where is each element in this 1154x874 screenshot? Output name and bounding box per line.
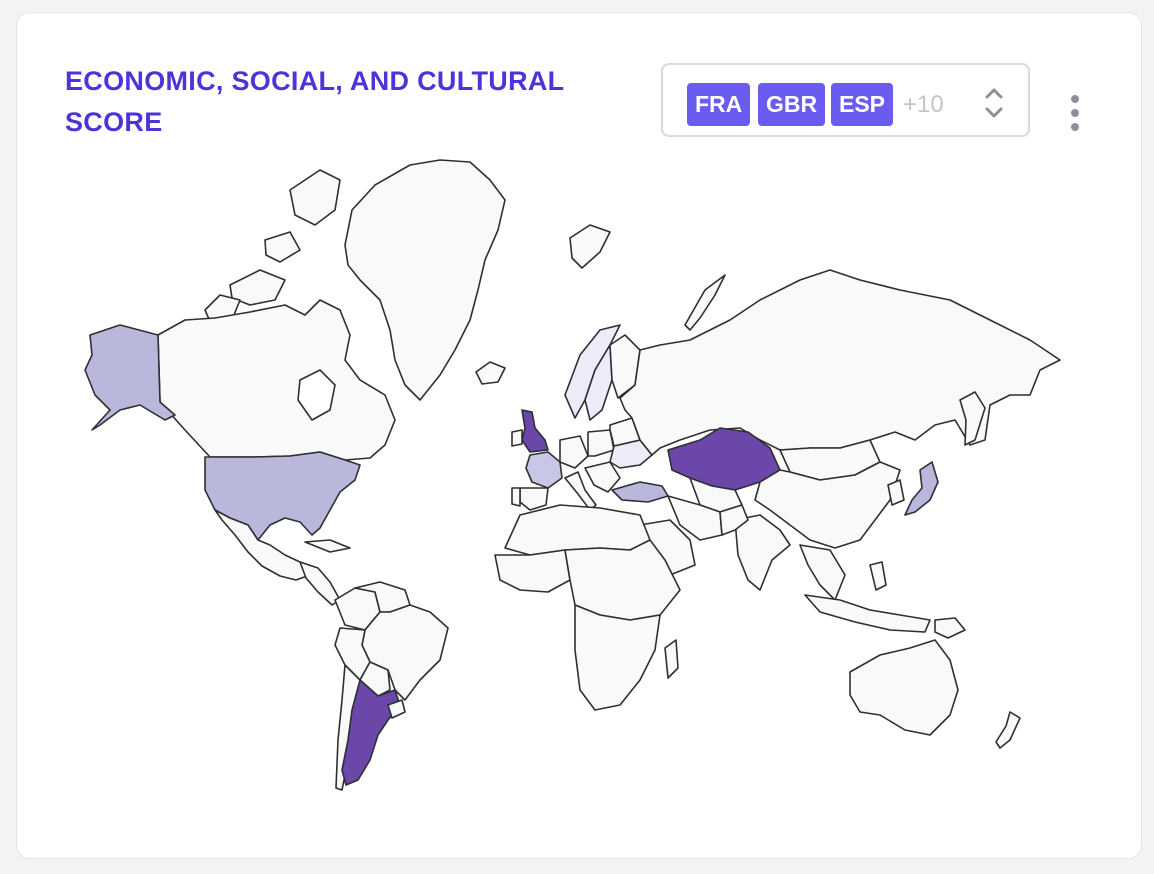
country-southeast-asia[interactable] xyxy=(799,544,846,601)
country-central-africa[interactable] xyxy=(564,539,681,621)
country-canada-islands[interactable] xyxy=(289,169,341,226)
country-balkans[interactable] xyxy=(584,461,621,493)
selected-country-chip[interactable]: GBR xyxy=(758,83,826,126)
country-new-zealand[interactable] xyxy=(995,711,1021,749)
country-portugal[interactable] xyxy=(511,487,521,507)
country-north-africa[interactable] xyxy=(504,504,651,556)
vertical-dots-icon[interactable] xyxy=(1063,93,1087,133)
country-korea[interactable] xyxy=(887,479,905,506)
country-russia-islands[interactable] xyxy=(684,274,726,331)
hudson-bay xyxy=(297,369,336,421)
country-afghanistan[interactable] xyxy=(719,504,749,536)
country-belarus[interactable] xyxy=(609,417,641,447)
country-papua-new-guinea[interactable] xyxy=(934,617,966,639)
country-alaska[interactable] xyxy=(84,324,176,431)
country-russia-east[interactable] xyxy=(959,391,986,446)
country-west-africa[interactable] xyxy=(494,549,571,593)
country-china[interactable] xyxy=(754,461,901,549)
country-southern-africa[interactable] xyxy=(574,604,661,711)
country-united-kingdom[interactable] xyxy=(521,409,549,453)
country-indonesia[interactable] xyxy=(804,594,931,633)
country-cuba[interactable] xyxy=(304,539,351,553)
country-poland[interactable] xyxy=(587,429,615,457)
country-argentina[interactable] xyxy=(341,679,401,786)
chevron-up-down-icon[interactable] xyxy=(983,83,1005,123)
country-france[interactable] xyxy=(525,451,563,489)
country-india[interactable] xyxy=(734,514,791,591)
country-japan[interactable] xyxy=(904,461,939,516)
country-madagascar[interactable] xyxy=(664,639,679,679)
country-australia[interactable] xyxy=(849,639,959,736)
country-spain[interactable] xyxy=(519,487,549,511)
country-svalbard[interactable] xyxy=(569,224,611,269)
country-italy[interactable] xyxy=(564,471,597,511)
country-central-america[interactable] xyxy=(299,561,341,606)
selected-country-chip[interactable]: FRA xyxy=(687,83,751,126)
country-greenland[interactable] xyxy=(344,159,506,401)
country-ireland[interactable] xyxy=(511,429,523,447)
country-russia[interactable] xyxy=(619,269,1061,456)
country-canada[interactable] xyxy=(157,299,396,461)
country-multi-select[interactable]: FRA GBR ESP +10 xyxy=(661,63,1030,137)
country-turkey[interactable] xyxy=(611,481,669,503)
country-germany[interactable] xyxy=(559,435,589,469)
country-canada-islands[interactable] xyxy=(264,231,301,263)
card-title: ECONOMIC, SOCIAL, AND CULTURAL SCORE xyxy=(65,66,564,137)
more-countries-count: +10 xyxy=(903,91,944,118)
country-iceland[interactable] xyxy=(475,361,506,385)
selected-country-chip[interactable]: ESP xyxy=(831,83,894,126)
country-uruguay[interactable] xyxy=(387,699,406,719)
country-philippines[interactable] xyxy=(869,561,887,591)
